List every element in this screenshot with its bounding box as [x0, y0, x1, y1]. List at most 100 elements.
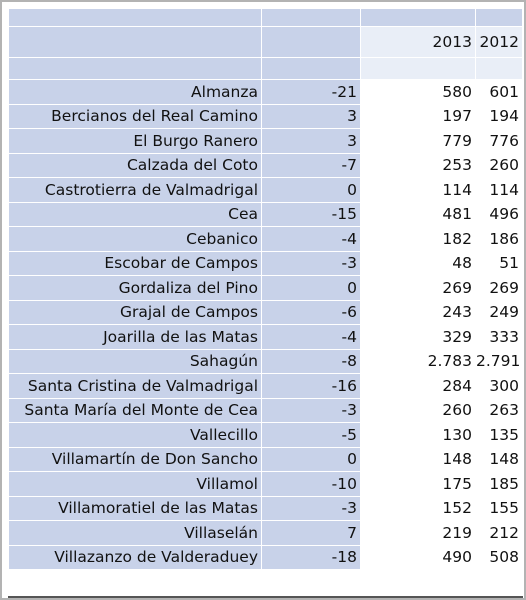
value-2012: 2.791 — [475, 348, 523, 374]
table-row: Santa Cristina de Valmadrigal -16 284 300 — [8, 373, 523, 399]
table-row: Villaselán 7 219 212 — [8, 520, 523, 546]
difference-value: -21 — [261, 79, 361, 105]
table-row: Almanza -21 580 601 — [8, 79, 523, 105]
spacer-cell — [8, 569, 262, 598]
value-2013: 130 — [360, 422, 476, 448]
spacer-cell — [261, 569, 361, 598]
difference-value: -10 — [261, 471, 361, 497]
municipality-name: Escobar de Campos — [8, 250, 262, 276]
value-2012: 114 — [475, 177, 523, 203]
value-2013: 48 — [360, 250, 476, 276]
value-2013: 114 — [360, 177, 476, 203]
table-row: Sahagún -8 2.783 2.791 — [8, 348, 523, 374]
value-2013: 148 — [360, 446, 476, 472]
population-table: 2013 2012 Almanza -21 580 601 Bercianos del … — [8, 8, 523, 598]
difference-value: -3 — [261, 250, 361, 276]
municipality-name: Joarilla de las Matas — [8, 324, 262, 350]
year-2012-header: 2012 — [475, 26, 523, 58]
header-cell — [475, 8, 523, 27]
difference-value: -6 — [261, 299, 361, 325]
difference-value: 0 — [261, 177, 361, 203]
difference-value: -3 — [261, 495, 361, 521]
value-2013: 197 — [360, 103, 476, 129]
difference-value: -7 — [261, 152, 361, 178]
municipality-name: Villaselán — [8, 520, 262, 546]
table-row: Cebanico -4 182 186 — [8, 226, 523, 252]
table-row: El Burgo Ranero 3 779 776 — [8, 128, 523, 154]
table-row: Gordaliza del Pino 0 269 269 — [8, 275, 523, 301]
municipality-name: Almanza — [8, 79, 262, 105]
municipality-name: Santa Cristina de Valmadrigal — [8, 373, 262, 399]
header-cell — [8, 26, 262, 58]
municipality-name: Santa María del Monte de Cea — [8, 397, 262, 423]
value-2012: 148 — [475, 446, 523, 472]
difference-value: -5 — [261, 422, 361, 448]
municipality-name: Cebanico — [8, 226, 262, 252]
table-row: Villamol -10 175 185 — [8, 471, 523, 497]
value-2012: 185 — [475, 471, 523, 497]
table-row: Villazanzo de Valderaduey -18 490 508 — [8, 544, 523, 570]
table-row: Bercianos del Real Camino 3 197 194 — [8, 103, 523, 129]
value-2012: 260 — [475, 152, 523, 178]
table-row: Grajal de Campos -6 243 249 — [8, 299, 523, 325]
spacer-cell — [475, 569, 523, 598]
value-2013: 219 — [360, 520, 476, 546]
value-2012: 51 — [475, 250, 523, 276]
municipality-name: Calzada del Coto — [8, 152, 262, 178]
municipality-name: Castrotierra de Valmadrigal — [8, 177, 262, 203]
value-2012: 776 — [475, 128, 523, 154]
value-2013: 580 — [360, 79, 476, 105]
value-2013: 329 — [360, 324, 476, 350]
header-cell — [360, 8, 476, 27]
value-2012: 508 — [475, 544, 523, 570]
value-2012: 601 — [475, 79, 523, 105]
value-2013: 284 — [360, 373, 476, 399]
difference-value: -4 — [261, 324, 361, 350]
difference-value: 3 — [261, 128, 361, 154]
value-2013: 2.783 — [360, 348, 476, 374]
table-row: Joarilla de las Matas -4 329 333 — [8, 324, 523, 350]
difference-value: -8 — [261, 348, 361, 374]
header-cell — [8, 57, 262, 80]
table-row: Calzada del Coto -7 253 260 — [8, 152, 523, 178]
spacer-row — [8, 569, 523, 598]
header-cell — [475, 57, 523, 80]
difference-value: 0 — [261, 275, 361, 301]
municipality-name: Villamoratiel de las Matas — [8, 495, 262, 521]
value-2013: 269 — [360, 275, 476, 301]
table-row: Villamartín de Don Sancho 0 148 148 — [8, 446, 523, 472]
table-row: Santa María del Monte de Cea -3 260 263 — [8, 397, 523, 423]
header-cell — [261, 8, 361, 27]
total-row: TOTAL COMARCA-1108.1168.226 — [8, 596, 523, 598]
value-2013: 175 — [360, 471, 476, 497]
year-2013-header: 2013 — [360, 26, 476, 58]
value-2013: 152 — [360, 495, 476, 521]
municipality-name: Sahagún — [8, 348, 262, 374]
difference-value: -15 — [261, 201, 361, 227]
difference-value: -4 — [261, 226, 361, 252]
municipality-name: Villazanzo de Valderaduey — [8, 544, 262, 570]
municipality-name: Grajal de Campos — [8, 299, 262, 325]
difference-value: 7 — [261, 520, 361, 546]
municipality-name: El Burgo Ranero — [8, 128, 262, 154]
value-2013: 243 — [360, 299, 476, 325]
value-2013: 253 — [360, 152, 476, 178]
value-2012: 249 — [475, 299, 523, 325]
value-2012: 135 — [475, 422, 523, 448]
table-row: Vallecillo -5 130 135 — [8, 422, 523, 448]
value-2012: 194 — [475, 103, 523, 129]
value-2013: 182 — [360, 226, 476, 252]
value-2012: 186 — [475, 226, 523, 252]
municipality-name: Villamol — [8, 471, 262, 497]
table-row: Villamoratiel de las Matas -3 152 155 — [8, 495, 523, 521]
table-row: Cea -15 481 496 — [8, 201, 523, 227]
difference-value: -18 — [261, 544, 361, 570]
value-2012: 496 — [475, 201, 523, 227]
value-2012: 300 — [475, 373, 523, 399]
difference-value: -16 — [261, 373, 361, 399]
header-cell — [360, 57, 476, 80]
header-row-years: 2013 2012 — [8, 26, 523, 58]
spacer-cell — [360, 569, 476, 598]
total-2012: 8.226 — [475, 596, 523, 598]
difference-value: 0 — [261, 446, 361, 472]
